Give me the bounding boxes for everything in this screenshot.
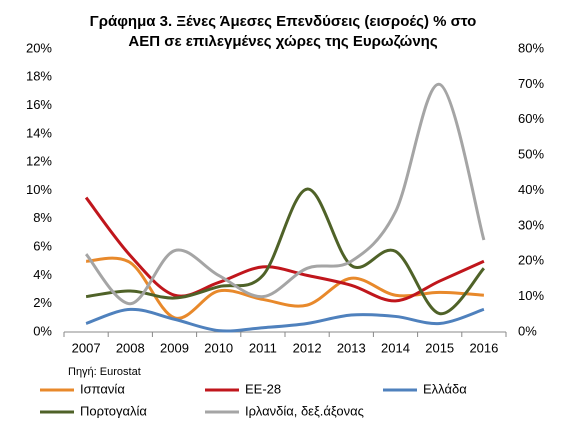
x-tick-label: 2012 (293, 340, 322, 355)
y2-tick-label: 80% (518, 40, 544, 55)
x-tick-label: 2007 (72, 340, 101, 355)
x-tick-label: 2008 (116, 340, 145, 355)
x-tick-label: 2016 (469, 340, 498, 355)
x-tick-label: 2015 (425, 340, 454, 355)
y-tick-label: 20% (26, 40, 52, 55)
y-tick-label: 6% (33, 239, 52, 254)
y-tick-label: 4% (33, 267, 52, 282)
y-tick-label: 10% (26, 182, 52, 197)
chart-title: Γράφημα 3. Ξένες Άμεσες Επενδύσεις (εισρ… (90, 13, 477, 30)
x-tick-label: 2009 (160, 340, 189, 355)
y-tick-label: 18% (26, 69, 52, 84)
y2-tick-label: 70% (518, 76, 544, 91)
chart-title: ΑΕΠ σε επιλεγμένες χώρες της Ευρωζώνης (128, 33, 437, 50)
x-tick-label: 2013 (337, 340, 366, 355)
y-tick-label: 14% (26, 125, 52, 140)
y-tick-label: 16% (26, 97, 52, 112)
y-tick-label: 8% (33, 210, 52, 225)
y2-tick-label: 40% (518, 182, 544, 197)
legend-label: Ελλάδα (423, 381, 467, 396)
series-line (85, 307, 485, 333)
y2-tick-label: 30% (518, 217, 544, 232)
series-line (84, 82, 486, 306)
legend-label: Ιρλανδία, δεξ.άξονας (245, 403, 364, 418)
y-tick-label: 2% (33, 295, 52, 310)
legend-label: Ισπανία (80, 381, 125, 396)
source: Πηγή: Eurostat (68, 366, 141, 378)
x-tick-label: 2014 (381, 340, 410, 355)
series-line (85, 187, 486, 316)
y-tick-label: 12% (26, 154, 52, 169)
legend-label: ΕΕ-28 (245, 381, 281, 396)
x-tick-label: 2011 (249, 340, 277, 355)
y2-tick-label: 0% (518, 323, 537, 338)
y2-tick-label: 10% (518, 288, 544, 303)
y2-tick-label: 50% (518, 147, 544, 162)
y-tick-label: 0% (33, 323, 52, 338)
y2-tick-label: 60% (518, 111, 544, 126)
series-line (84, 196, 485, 303)
y2-tick-label: 20% (518, 253, 544, 268)
legend-label: Πορτογαλία (80, 403, 147, 418)
x-tick-label: 2010 (204, 340, 233, 355)
